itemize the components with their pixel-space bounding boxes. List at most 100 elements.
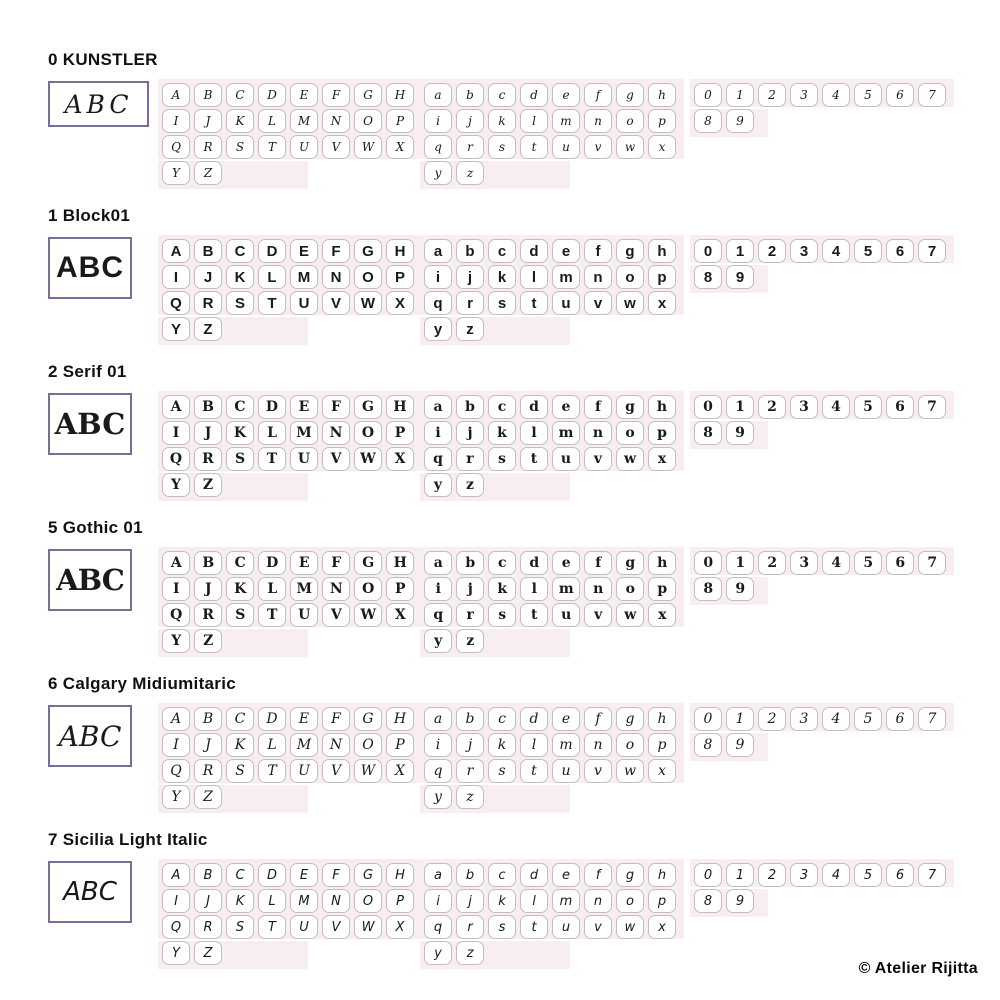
glyph-tile: U [290,915,318,939]
glyph-tile: m [552,889,580,913]
glyph-tile: i [424,577,452,601]
glyph-tile: c [488,707,516,731]
glyph-tile: f [584,239,612,263]
glyph-tile: u [552,603,580,627]
glyph-tile: I [162,733,190,757]
glyph-tile: f [584,863,612,887]
font-preview-box: ABC [48,81,149,127]
glyph-tile: D [258,707,286,731]
glyph-tile: v [584,603,612,627]
font-preview-box: ABC [48,393,132,455]
glyph-tile: k [488,265,516,289]
glyph-tile: q [424,135,452,159]
glyph-tile: P [386,421,414,445]
glyph-tile: f [584,395,612,419]
glyph-tile: 0 [694,863,722,887]
glyph-tile: J [194,109,222,133]
glyph-tile: c [488,551,516,575]
glyph-tile: h [648,239,676,263]
glyph-tile: j [456,577,484,601]
glyph-tile: t [520,447,548,471]
glyph-tile: S [226,759,254,783]
glyph-tile: e [552,83,580,107]
glyph-tile: F [322,551,350,575]
glyph-tile: u [552,135,580,159]
glyph-tile: H [386,863,414,887]
glyph-tile: r [456,135,484,159]
glyph-tile: n [584,109,612,133]
glyph-tile: M [290,109,318,133]
glyph-tile: Y [162,317,190,341]
glyph-tile: g [616,83,644,107]
glyph-tile: m [552,265,580,289]
glyph-tile: N [322,577,350,601]
glyph-tile: j [456,733,484,757]
glyph-tile: 7 [918,863,946,887]
glyph-tile: d [520,863,548,887]
glyph-tile: Z [194,161,222,185]
glyph-tile: o [616,109,644,133]
glyph-tile: O [354,109,382,133]
glyph-tile: L [258,265,286,289]
glyph-tile: V [322,603,350,627]
glyph-tile: K [226,265,254,289]
glyph-tile: 0 [694,239,722,263]
glyph-tile: W [354,135,382,159]
glyph-tile: e [552,395,580,419]
glyph-tile: A [162,239,190,263]
glyph-tile: k [488,733,516,757]
glyph-tile: 3 [790,239,818,263]
glyph-tile: x [648,603,676,627]
glyph-tile: d [520,395,548,419]
glyph-tile: i [424,889,452,913]
glyph-tile: 6 [886,395,914,419]
glyph-tile: 9 [726,889,754,913]
glyph-tile: F [322,863,350,887]
glyph-tile: 6 [886,707,914,731]
glyph-tile: 2 [758,395,786,419]
glyph-tile: p [648,421,676,445]
glyph-tile: a [424,551,452,575]
glyph-tile: i [424,109,452,133]
glyph-tile: z [456,473,484,497]
glyph-tile: U [290,447,318,471]
glyph-tile: B [194,863,222,887]
glyph-tile: f [584,83,612,107]
font-preview-text: ABC [56,563,125,597]
glyph-tile: t [520,759,548,783]
glyph-tile: K [226,577,254,601]
glyph-tile: U [290,603,318,627]
glyph-tile: 2 [758,239,786,263]
glyph-tile: D [258,239,286,263]
glyph-tile: w [616,291,644,315]
glyph-tile: 4 [822,239,850,263]
glyph-tile: r [456,447,484,471]
glyph-tile: n [584,577,612,601]
glyph-tile: Z [194,941,222,965]
glyph-tile: O [354,889,382,913]
glyph-tile: 4 [822,83,850,107]
glyph-tile: E [290,551,318,575]
